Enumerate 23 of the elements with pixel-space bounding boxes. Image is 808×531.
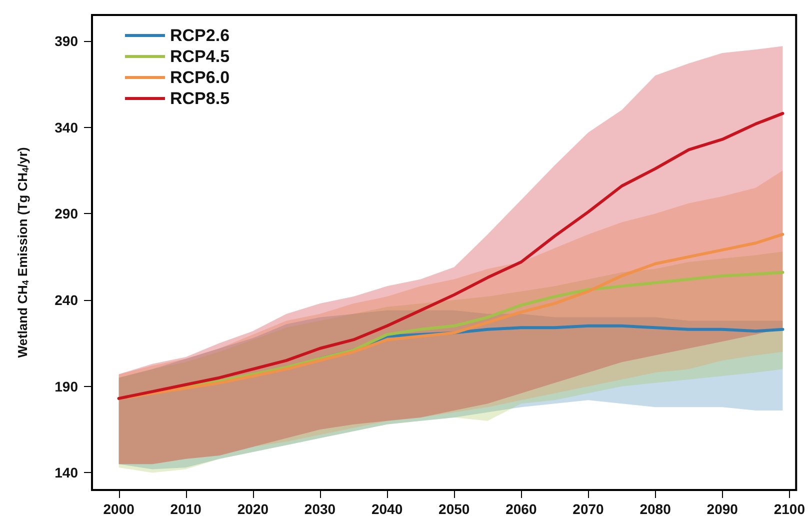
x-tick-label: 2030 bbox=[304, 501, 336, 517]
x-tick-label: 2070 bbox=[572, 501, 604, 517]
x-tick-label: 2090 bbox=[706, 501, 738, 517]
y-tick-label: 340 bbox=[54, 119, 78, 136]
legend-label: RCP6.0 bbox=[170, 68, 230, 87]
x-tick-label: 2060 bbox=[506, 501, 537, 517]
y-tick-label: 290 bbox=[54, 206, 78, 222]
line-series bbox=[117, 112, 784, 400]
x-tick-label: 2050 bbox=[438, 501, 470, 517]
legend-label: RCP2.6 bbox=[170, 26, 230, 45]
x-tick-label: 2020 bbox=[237, 501, 269, 517]
x-tick-label: 2040 bbox=[371, 501, 403, 517]
y-tick-label: 140 bbox=[54, 464, 78, 481]
x-tick-label: 2080 bbox=[640, 501, 672, 517]
legend-label: RCP4.5 bbox=[170, 47, 230, 66]
x-tick-label: 2000 bbox=[103, 501, 135, 517]
legend-label: RCP8.5 bbox=[170, 89, 230, 108]
x-tick-label: 2010 bbox=[170, 501, 202, 517]
y-tick-label: 390 bbox=[54, 32, 78, 49]
y-axis-title: Wetland CH4 Emission (Tg CH4/yr) bbox=[15, 147, 30, 358]
x-tick-label: 2100 bbox=[774, 501, 806, 517]
y-tick-label: 190 bbox=[54, 378, 78, 394]
y-tick-label: 240 bbox=[54, 292, 78, 308]
